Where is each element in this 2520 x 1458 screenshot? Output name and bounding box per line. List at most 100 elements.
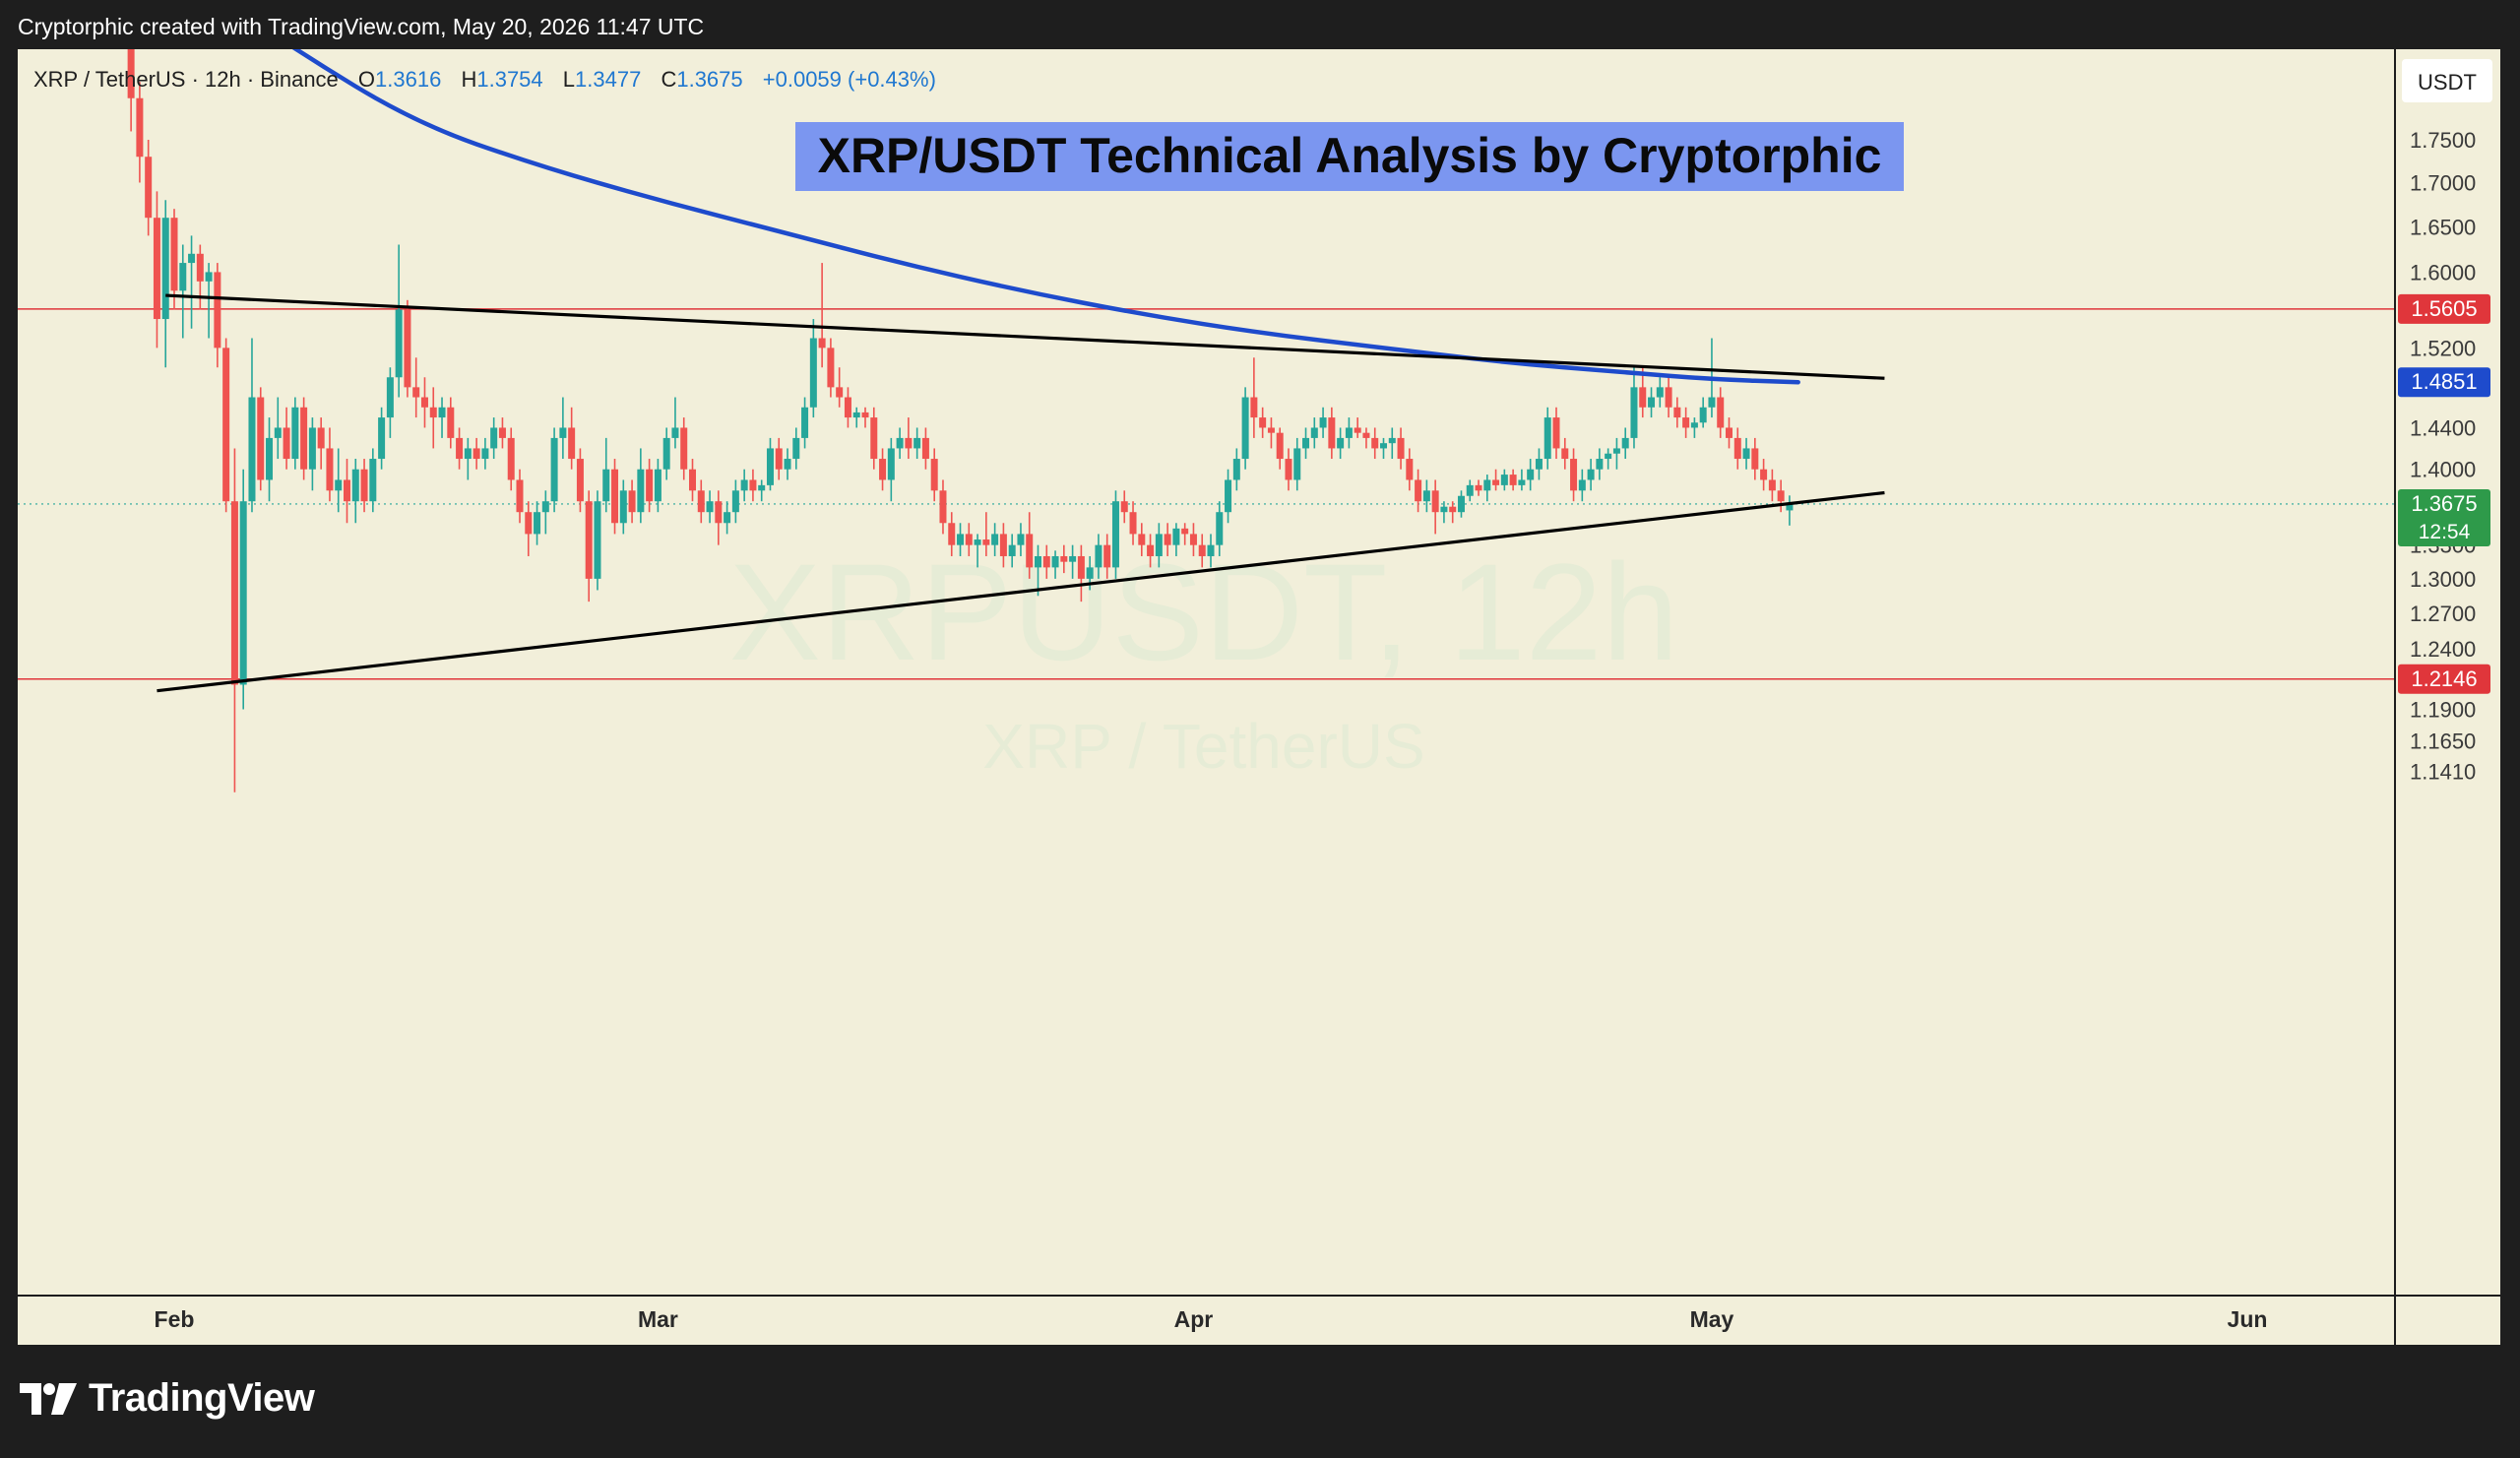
candle — [1596, 448, 1604, 480]
candle — [472, 437, 480, 470]
candle-body — [740, 479, 748, 491]
candle-body — [792, 437, 800, 460]
candle-body — [1172, 528, 1180, 545]
candle — [335, 448, 343, 513]
candle — [784, 448, 791, 480]
candle-body — [1449, 506, 1457, 513]
candle-body — [1726, 427, 1732, 438]
candle-body — [1225, 479, 1232, 513]
candle — [809, 319, 817, 418]
candle — [1328, 407, 1336, 460]
legend-symbol: XRP / TetherUS · 12h · Binance — [33, 67, 339, 92]
candle-body — [861, 412, 869, 418]
candle — [378, 407, 386, 470]
tradingview-logo[interactable]: TradingView — [20, 1376, 315, 1421]
candle-body — [1345, 427, 1353, 438]
candle — [170, 209, 178, 310]
y-tick-label: 1.6000 — [2410, 260, 2476, 285]
candle — [386, 367, 394, 438]
candle-body — [689, 469, 696, 491]
candle — [1069, 544, 1077, 579]
candle-body — [1207, 544, 1215, 556]
candle-body — [1682, 417, 1690, 428]
candle — [550, 427, 558, 513]
candle-body — [680, 427, 688, 470]
candle-body — [1216, 512, 1224, 545]
candle-body — [697, 490, 705, 513]
level-tag-lower-value: 1.2146 — [2411, 666, 2477, 691]
candle-body — [283, 427, 290, 460]
candle-body — [1422, 490, 1430, 502]
candle-body — [188, 253, 196, 264]
candle-body — [1086, 567, 1094, 579]
candle — [161, 200, 169, 368]
candle-body — [706, 501, 714, 513]
candle-body — [870, 417, 878, 460]
candle-body — [1768, 479, 1776, 491]
candle-body — [559, 427, 567, 438]
candle-body — [662, 437, 670, 470]
candle — [697, 479, 705, 524]
time-axis[interactable]: Feb Mar Apr May Jun — [155, 1306, 2268, 1332]
trendlines — [157, 293, 1885, 693]
candle — [1673, 397, 1681, 428]
chart-frame[interactable]: XRPUSDT, 12h XRP / TetherUS XRP/USDT Tec… — [18, 49, 2500, 1345]
currency-button[interactable]: USDT — [2402, 59, 2492, 102]
candle — [300, 397, 308, 480]
y-tick-label: 1.4400 — [2410, 415, 2476, 440]
candle — [1733, 427, 1741, 470]
price-chart[interactable]: XRPUSDT, 12h XRP / TetherUS XRP/USDT Tec… — [18, 49, 2500, 1345]
candle-body — [766, 448, 774, 485]
candle-body — [671, 427, 679, 438]
candle-body — [257, 397, 265, 480]
candle-body — [715, 501, 723, 524]
candle — [404, 299, 411, 398]
candle — [153, 191, 160, 349]
candle — [879, 448, 887, 491]
candle — [1198, 534, 1206, 568]
candle-body — [1111, 501, 1119, 568]
candle — [136, 82, 144, 183]
candle-body — [844, 397, 851, 418]
candle-body — [1500, 475, 1508, 485]
candle — [1440, 501, 1448, 524]
candle-body — [1552, 417, 1560, 449]
candle — [948, 512, 956, 556]
candle-body — [1760, 469, 1768, 480]
candle-body — [1051, 555, 1059, 568]
candle — [706, 490, 714, 524]
candle-body — [1406, 459, 1414, 480]
candle — [1077, 544, 1085, 602]
moving-average — [291, 49, 1800, 385]
currency-label: USDT — [2418, 70, 2477, 95]
candle — [974, 534, 981, 568]
candle-body — [619, 490, 627, 524]
candle-body — [1285, 459, 1292, 480]
candle — [671, 397, 679, 449]
candle-body — [999, 534, 1007, 556]
candle-body — [974, 539, 981, 545]
candle-body — [136, 97, 144, 158]
candle — [1777, 479, 1785, 513]
legend-open: 1.3616 — [375, 67, 441, 92]
y-tick-label: 1.6500 — [2410, 215, 2476, 239]
candle-body — [1578, 479, 1586, 491]
candle-body — [887, 448, 895, 480]
candle-body — [982, 539, 990, 545]
candle — [214, 263, 221, 368]
candle — [715, 490, 723, 545]
candle — [1259, 407, 1267, 438]
candle-body — [1457, 495, 1465, 513]
candle-body — [1717, 397, 1725, 428]
candle — [1699, 397, 1707, 428]
candle-body — [507, 437, 515, 480]
candle — [662, 427, 670, 480]
level-tag-upper-value: 1.5605 — [2411, 296, 2477, 321]
candle-body — [637, 469, 645, 513]
candle — [257, 387, 265, 491]
candle — [541, 490, 549, 535]
candle-body — [1337, 437, 1345, 449]
candle-body — [196, 253, 204, 282]
candle-body — [1042, 555, 1050, 568]
candle — [870, 407, 878, 470]
